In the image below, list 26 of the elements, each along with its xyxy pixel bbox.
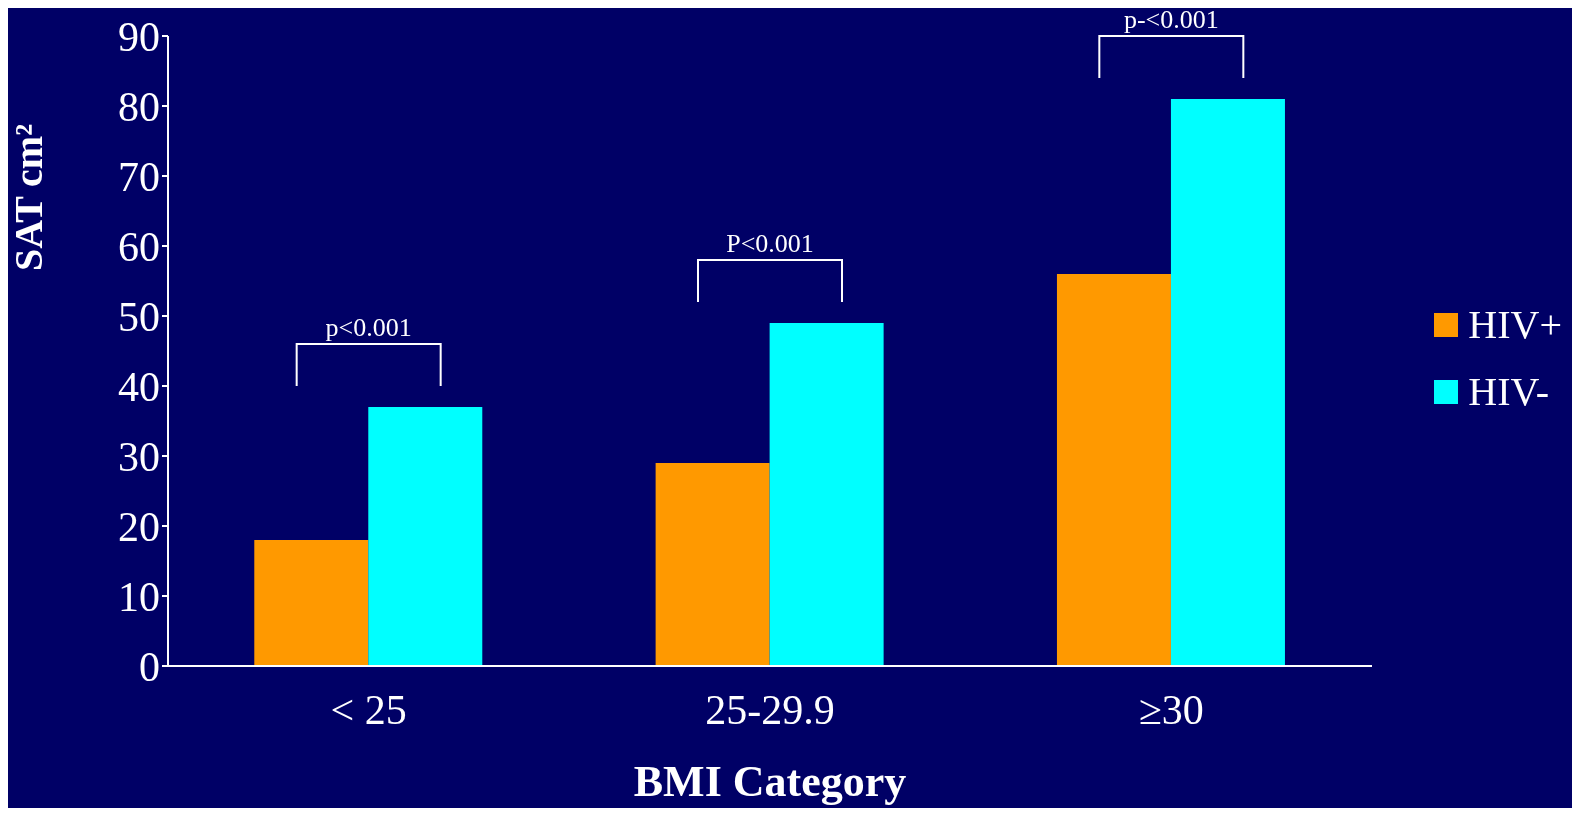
- y-tick-label: 20: [118, 503, 160, 550]
- text: p-<0.001: [1123, 5, 1219, 34]
- bar: [769, 323, 884, 666]
- bar: [1056, 274, 1171, 666]
- y-axis-title: SAT cm²: [6, 123, 52, 271]
- bar: [368, 407, 483, 666]
- y-tick-label: 30: [118, 433, 160, 480]
- bar: [655, 463, 770, 666]
- x-tick-label: ≥30: [1138, 686, 1204, 733]
- x-axis-title: BMI Category: [633, 757, 907, 806]
- bar: [254, 540, 369, 666]
- bar: [1170, 99, 1285, 666]
- annotation: P<0.001: [726, 229, 814, 258]
- y-tick-label: 80: [118, 83, 160, 130]
- annotation: p<0.001: [325, 313, 412, 342]
- x-tick-label: < 25: [330, 686, 407, 733]
- y-tick-label: 90: [118, 13, 160, 60]
- y-tick-label: 10: [118, 573, 160, 620]
- legend-label: HIV-: [1468, 368, 1550, 415]
- y-tick-label: 60: [118, 223, 160, 270]
- y-tick-label: 40: [118, 363, 160, 410]
- y-tick-label: 0: [139, 643, 160, 690]
- y-tick-label: 70: [118, 153, 160, 200]
- x-tick-label: 25-29.9: [705, 686, 835, 733]
- legend-label: HIV+: [1468, 301, 1562, 348]
- y-tick-label: 50: [118, 293, 160, 340]
